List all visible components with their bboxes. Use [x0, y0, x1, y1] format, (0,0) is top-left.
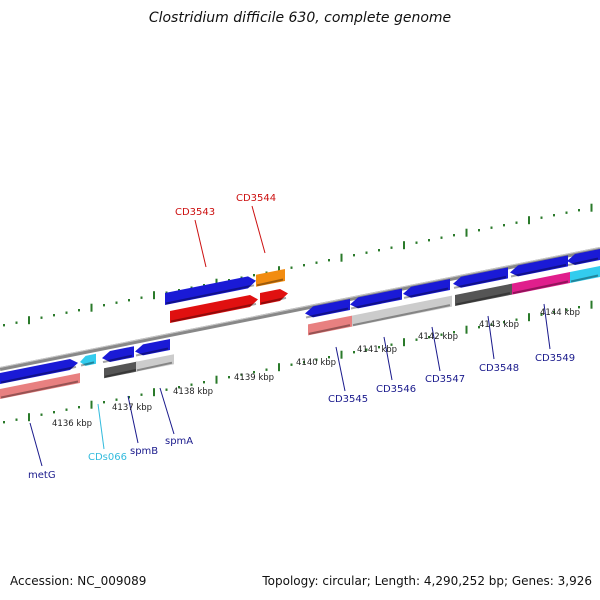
- gene-block-CD3544-product[interactable]: [260, 289, 288, 305]
- gene-block-spmB-product[interactable]: [104, 361, 138, 379]
- map-title: Clostridium difficile 630, complete geno…: [148, 10, 452, 26]
- inner-tick-track: [3, 300, 593, 424]
- gene-label-CDs066[interactable]: CDs066: [88, 452, 127, 463]
- gene-block-next-product[interactable]: [570, 266, 600, 283]
- kbp-label: 4140 kbp: [296, 358, 336, 368]
- kbp-label: 4138 kbp: [173, 387, 213, 397]
- leader-CD3543: [194, 219, 207, 268]
- gene-label-spmA[interactable]: spmA: [165, 436, 193, 447]
- gene-block-CD3548-product[interactable]: [455, 283, 512, 306]
- gene-block-spmA[interactable]: [135, 339, 170, 356]
- gene-block-CDs066-shade: [80, 361, 95, 367]
- gene-block-CD3545-shade: [305, 307, 349, 319]
- gene-block-metG[interactable]: [0, 359, 78, 384]
- gene-block-CD3546-product[interactable]: [352, 295, 452, 327]
- leader-CD3544: [251, 205, 266, 254]
- gene-block-next-product-shade: [570, 274, 599, 283]
- gene-block-CDs066[interactable]: [80, 353, 96, 366]
- gene-block-CD3549[interactable]: [510, 255, 568, 277]
- gene-block-next[interactable]: [567, 249, 600, 265]
- genome-summary: Topology: circular; Length: 4,290,252 bp…: [262, 574, 592, 588]
- gene-block-CD3549-shade: [510, 263, 567, 278]
- gene-block-CD3543-product-shade: [170, 302, 257, 323]
- kbp-label: 4143 kbp: [479, 320, 519, 330]
- gene-block-CD3543-shade: [165, 284, 255, 305]
- gene-block-CD3543-product[interactable]: [170, 295, 258, 323]
- gene-block-spmB[interactable]: [102, 346, 134, 362]
- gene-block-CD3547-shade: [403, 287, 449, 299]
- gene-block-CD3548-product-shade: [455, 292, 511, 306]
- leader-CD3545: [335, 346, 346, 392]
- gene-block-CD3544-product-shade: [260, 296, 287, 305]
- gene-block-spmB-product-shade: [104, 368, 137, 378]
- gene-label-CD3543[interactable]: CD3543: [175, 207, 215, 218]
- gene-block-spmA-product[interactable]: [136, 354, 174, 372]
- kbp-labels: 4136 kbp 4137 kbp 4138 kbp 4139 kbp 4140 kbp…: [52, 308, 580, 429]
- leader-spmA: [159, 387, 175, 435]
- gene-label-CD3549[interactable]: CD3549: [535, 353, 575, 364]
- gene-block-CD3546-shade: [350, 297, 401, 310]
- kbp-label: 4137 kbp: [112, 403, 152, 413]
- leader-CD3549: [543, 303, 551, 350]
- gene-track: [0, 249, 600, 399]
- gene-block-CD3545[interactable]: [305, 299, 350, 318]
- kbp-label: 4144 kbp: [540, 308, 580, 318]
- leader-CD3548: [487, 315, 495, 360]
- gene-block-CD3549-product-shade: [512, 280, 569, 295]
- backbone-highlight: [0, 247, 600, 368]
- gene-block-CD3548[interactable]: [453, 267, 508, 288]
- gene-label-CD3547[interactable]: CD3547: [425, 374, 465, 385]
- sequence-backbone: [0, 247, 600, 371]
- gene-block-metG-shade: [0, 365, 77, 384]
- gene-block-spmB-shade: [102, 354, 133, 364]
- gene-label-CD3545[interactable]: CD3545: [328, 394, 368, 405]
- gene-block-CD3544-shade: [256, 278, 284, 287]
- gene-label-spmB[interactable]: spmB: [130, 446, 158, 457]
- gene-block-metG-product-shade: [0, 380, 79, 399]
- gene-label-CD3544[interactable]: CD3544: [236, 193, 276, 204]
- gene-label-metG[interactable]: metG: [28, 470, 56, 481]
- gene-block-next-shade: [567, 257, 599, 267]
- gene-block-spmA-shade: [135, 347, 169, 357]
- label-leaders: [29, 205, 551, 467]
- gene-block-CD3543[interactable]: [165, 276, 256, 305]
- kbp-label: 4136 kbp: [52, 419, 92, 429]
- kbp-label: 4141 kbp: [357, 345, 397, 355]
- gene-label-CD3546[interactable]: CD3546: [376, 384, 416, 395]
- leader-CDs066: [97, 403, 105, 450]
- accession-label: Accession: NC_009089: [10, 574, 147, 588]
- leader-metG: [29, 422, 43, 467]
- gene-block-CD3549-product[interactable]: [512, 272, 570, 295]
- kbp-label: 4142 kbp: [418, 332, 458, 342]
- leader-CD3547: [431, 326, 441, 372]
- gene-block-CD3548-shade: [453, 275, 507, 289]
- gene-block-CD3546[interactable]: [350, 288, 402, 309]
- gene-block-CD3546-product-shade: [352, 304, 451, 327]
- gene-block-spmA-product-shade: [136, 361, 173, 372]
- gene-block-CD3547[interactable]: [403, 279, 450, 298]
- gene-block-CD3544[interactable]: [256, 269, 285, 287]
- gene-block-metG-product[interactable]: [0, 373, 80, 399]
- leader-spmB: [127, 395, 139, 444]
- gene-block-CD3545-product-shade: [308, 324, 351, 335]
- gene-block-CD3545-product[interactable]: [308, 315, 352, 336]
- backbone-line: [0, 247, 600, 371]
- kbp-label: 4139 kbp: [234, 373, 274, 383]
- leader-CD3546: [383, 336, 393, 381]
- gene-label-CD3548[interactable]: CD3548: [479, 363, 519, 374]
